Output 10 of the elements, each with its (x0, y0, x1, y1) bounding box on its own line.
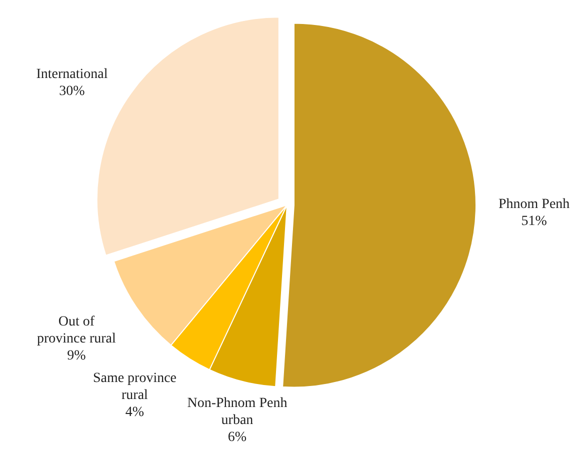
slice-label: Same province rural (92, 371, 177, 404)
slice-label: Phnom Penh (498, 197, 570, 212)
slice-label: Out of province rural (36, 314, 116, 347)
data-label: 30% (59, 84, 86, 99)
data-label: 6% (228, 430, 247, 445)
slice-label: Non-Phnom Penh urban (187, 396, 288, 428)
slice-label: International (36, 66, 108, 82)
data-label: 9% (67, 348, 86, 364)
data-label: 51% (521, 214, 548, 230)
data-label: 4% (125, 405, 144, 420)
